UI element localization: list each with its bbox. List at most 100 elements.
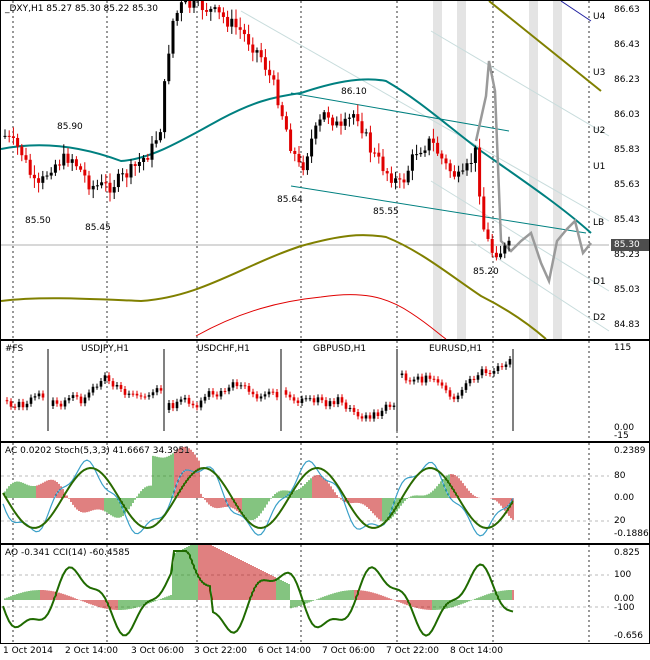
pair-candle-body bbox=[255, 394, 259, 399]
candle-body bbox=[74, 159, 78, 167]
main-chart-panel[interactable]: _DXY,H1 85.27 85.30 85.22 85.30 86.63 86… bbox=[0, 0, 650, 340]
candle-body bbox=[238, 27, 242, 30]
pair-candle-body bbox=[91, 386, 95, 393]
candle-body bbox=[11, 136, 15, 138]
ac-histogram bbox=[4, 446, 514, 522]
pairs-scale: -15 bbox=[614, 431, 629, 441]
ac-scale: 20 bbox=[614, 516, 626, 526]
pair-candle-body bbox=[41, 393, 45, 398]
candle-body bbox=[179, 2, 183, 13]
candle-body bbox=[200, 1, 204, 11]
candle-body bbox=[20, 146, 24, 156]
candle-body bbox=[381, 156, 385, 172]
pair-candle-body bbox=[392, 405, 396, 407]
pair-candle-body bbox=[203, 396, 207, 401]
candle-body bbox=[62, 153, 66, 166]
candle-body bbox=[478, 147, 482, 197]
pair-candle-body bbox=[55, 400, 59, 404]
pair-candle-body bbox=[308, 398, 312, 400]
candle-body bbox=[28, 159, 32, 175]
candle-body bbox=[289, 129, 293, 151]
pair-candles bbox=[5, 356, 512, 422]
candle-body bbox=[230, 18, 234, 27]
pair-candle-body bbox=[51, 400, 55, 406]
ao-scale: -100 bbox=[614, 603, 635, 613]
pair-candle-body bbox=[207, 391, 211, 397]
pair-candle-body bbox=[263, 394, 267, 397]
candle-body bbox=[24, 155, 28, 160]
candle-body bbox=[318, 119, 322, 126]
pair-candle-body bbox=[436, 379, 440, 383]
ao-histogram bbox=[4, 545, 514, 610]
candle-body bbox=[45, 175, 49, 177]
lower-band-red bbox=[195, 294, 447, 340]
candle-body bbox=[444, 158, 448, 164]
pair-candle-body bbox=[484, 369, 488, 373]
candle-body bbox=[343, 118, 347, 126]
pair-candle-body bbox=[99, 381, 103, 387]
candle-body bbox=[171, 20, 175, 54]
candle-body bbox=[188, 1, 192, 8]
pair-candle-body bbox=[79, 396, 83, 404]
ao-scale: -0.656 bbox=[614, 631, 644, 641]
candle-body bbox=[322, 112, 326, 120]
candle-body bbox=[490, 238, 494, 253]
candle-body bbox=[360, 121, 364, 134]
ac-scale: 80 bbox=[614, 471, 626, 481]
pair-candle-body bbox=[239, 385, 243, 387]
pair-candle-body bbox=[508, 359, 512, 365]
candle-body bbox=[66, 153, 70, 163]
candle-body bbox=[356, 114, 360, 122]
pair-candle-body bbox=[211, 391, 215, 395]
pair-candle-body bbox=[155, 388, 159, 393]
pair-candle-body bbox=[324, 400, 328, 407]
price-annotation: 85.55 bbox=[373, 207, 399, 217]
pair-candle-body bbox=[284, 390, 288, 395]
candle-body bbox=[91, 185, 95, 190]
candle-body bbox=[16, 137, 20, 147]
pair-candle-body bbox=[175, 401, 179, 409]
ao-cci-panel[interactable]: AO -0.341 CCI(14) -60.4585 0.825 100 0.0… bbox=[0, 544, 650, 644]
candle-body bbox=[326, 112, 330, 118]
pairs-panel[interactable]: #FS USDJPY,H1 USDCHF,H1 GBPUSD,H1 EURUSD… bbox=[0, 340, 650, 442]
pair-candle-body bbox=[460, 389, 464, 396]
pair-candle-body bbox=[119, 385, 123, 389]
candle-body bbox=[83, 169, 87, 176]
olive-envelope-upper bbox=[488, 1, 602, 92]
time-tick: 2 Oct 14:00 bbox=[65, 646, 118, 656]
ac-stoch-panel[interactable]: AC 0.0202 Stoch(5,3,3) 41.6667 34.3951 0… bbox=[0, 442, 650, 544]
level-label-u1: U1 bbox=[593, 162, 606, 172]
candle-body bbox=[461, 170, 465, 172]
candle-body bbox=[352, 114, 356, 118]
level-label-lb: LB bbox=[593, 218, 605, 228]
time-tick: 7 Oct 06:00 bbox=[322, 646, 375, 656]
candle-body bbox=[364, 132, 368, 134]
candle-body bbox=[335, 121, 339, 126]
candle-body bbox=[402, 179, 406, 183]
pair-candle-body bbox=[476, 375, 480, 380]
candle-body bbox=[100, 182, 104, 186]
candle-body bbox=[146, 157, 150, 160]
candle-body bbox=[58, 164, 62, 166]
candle-body bbox=[431, 138, 435, 143]
pairs-canvas bbox=[5, 341, 590, 441]
price-annotation: 85.50 bbox=[25, 216, 51, 226]
pair-candle-body bbox=[372, 412, 376, 419]
price-annotation: 85.45 bbox=[85, 223, 111, 233]
pair-candle-body bbox=[388, 404, 392, 407]
pair-candle-body bbox=[179, 399, 183, 402]
vertical-grid bbox=[12, 1, 590, 339]
price-annotation: 86.10 bbox=[341, 87, 367, 97]
pair-label-gbpusd: GBPUSD,H1 bbox=[313, 344, 367, 354]
candle-body bbox=[158, 132, 162, 141]
candle-body bbox=[314, 125, 318, 139]
pair-candle-body bbox=[456, 395, 460, 400]
candle-body bbox=[310, 138, 314, 157]
pair-candle-body bbox=[364, 415, 368, 419]
candle-body bbox=[133, 164, 137, 166]
candle-body bbox=[331, 117, 335, 126]
level-label-d2: D2 bbox=[593, 313, 606, 323]
candle-body bbox=[209, 8, 213, 12]
pair-candle-body bbox=[408, 380, 412, 382]
pair-candle-body bbox=[139, 395, 143, 397]
